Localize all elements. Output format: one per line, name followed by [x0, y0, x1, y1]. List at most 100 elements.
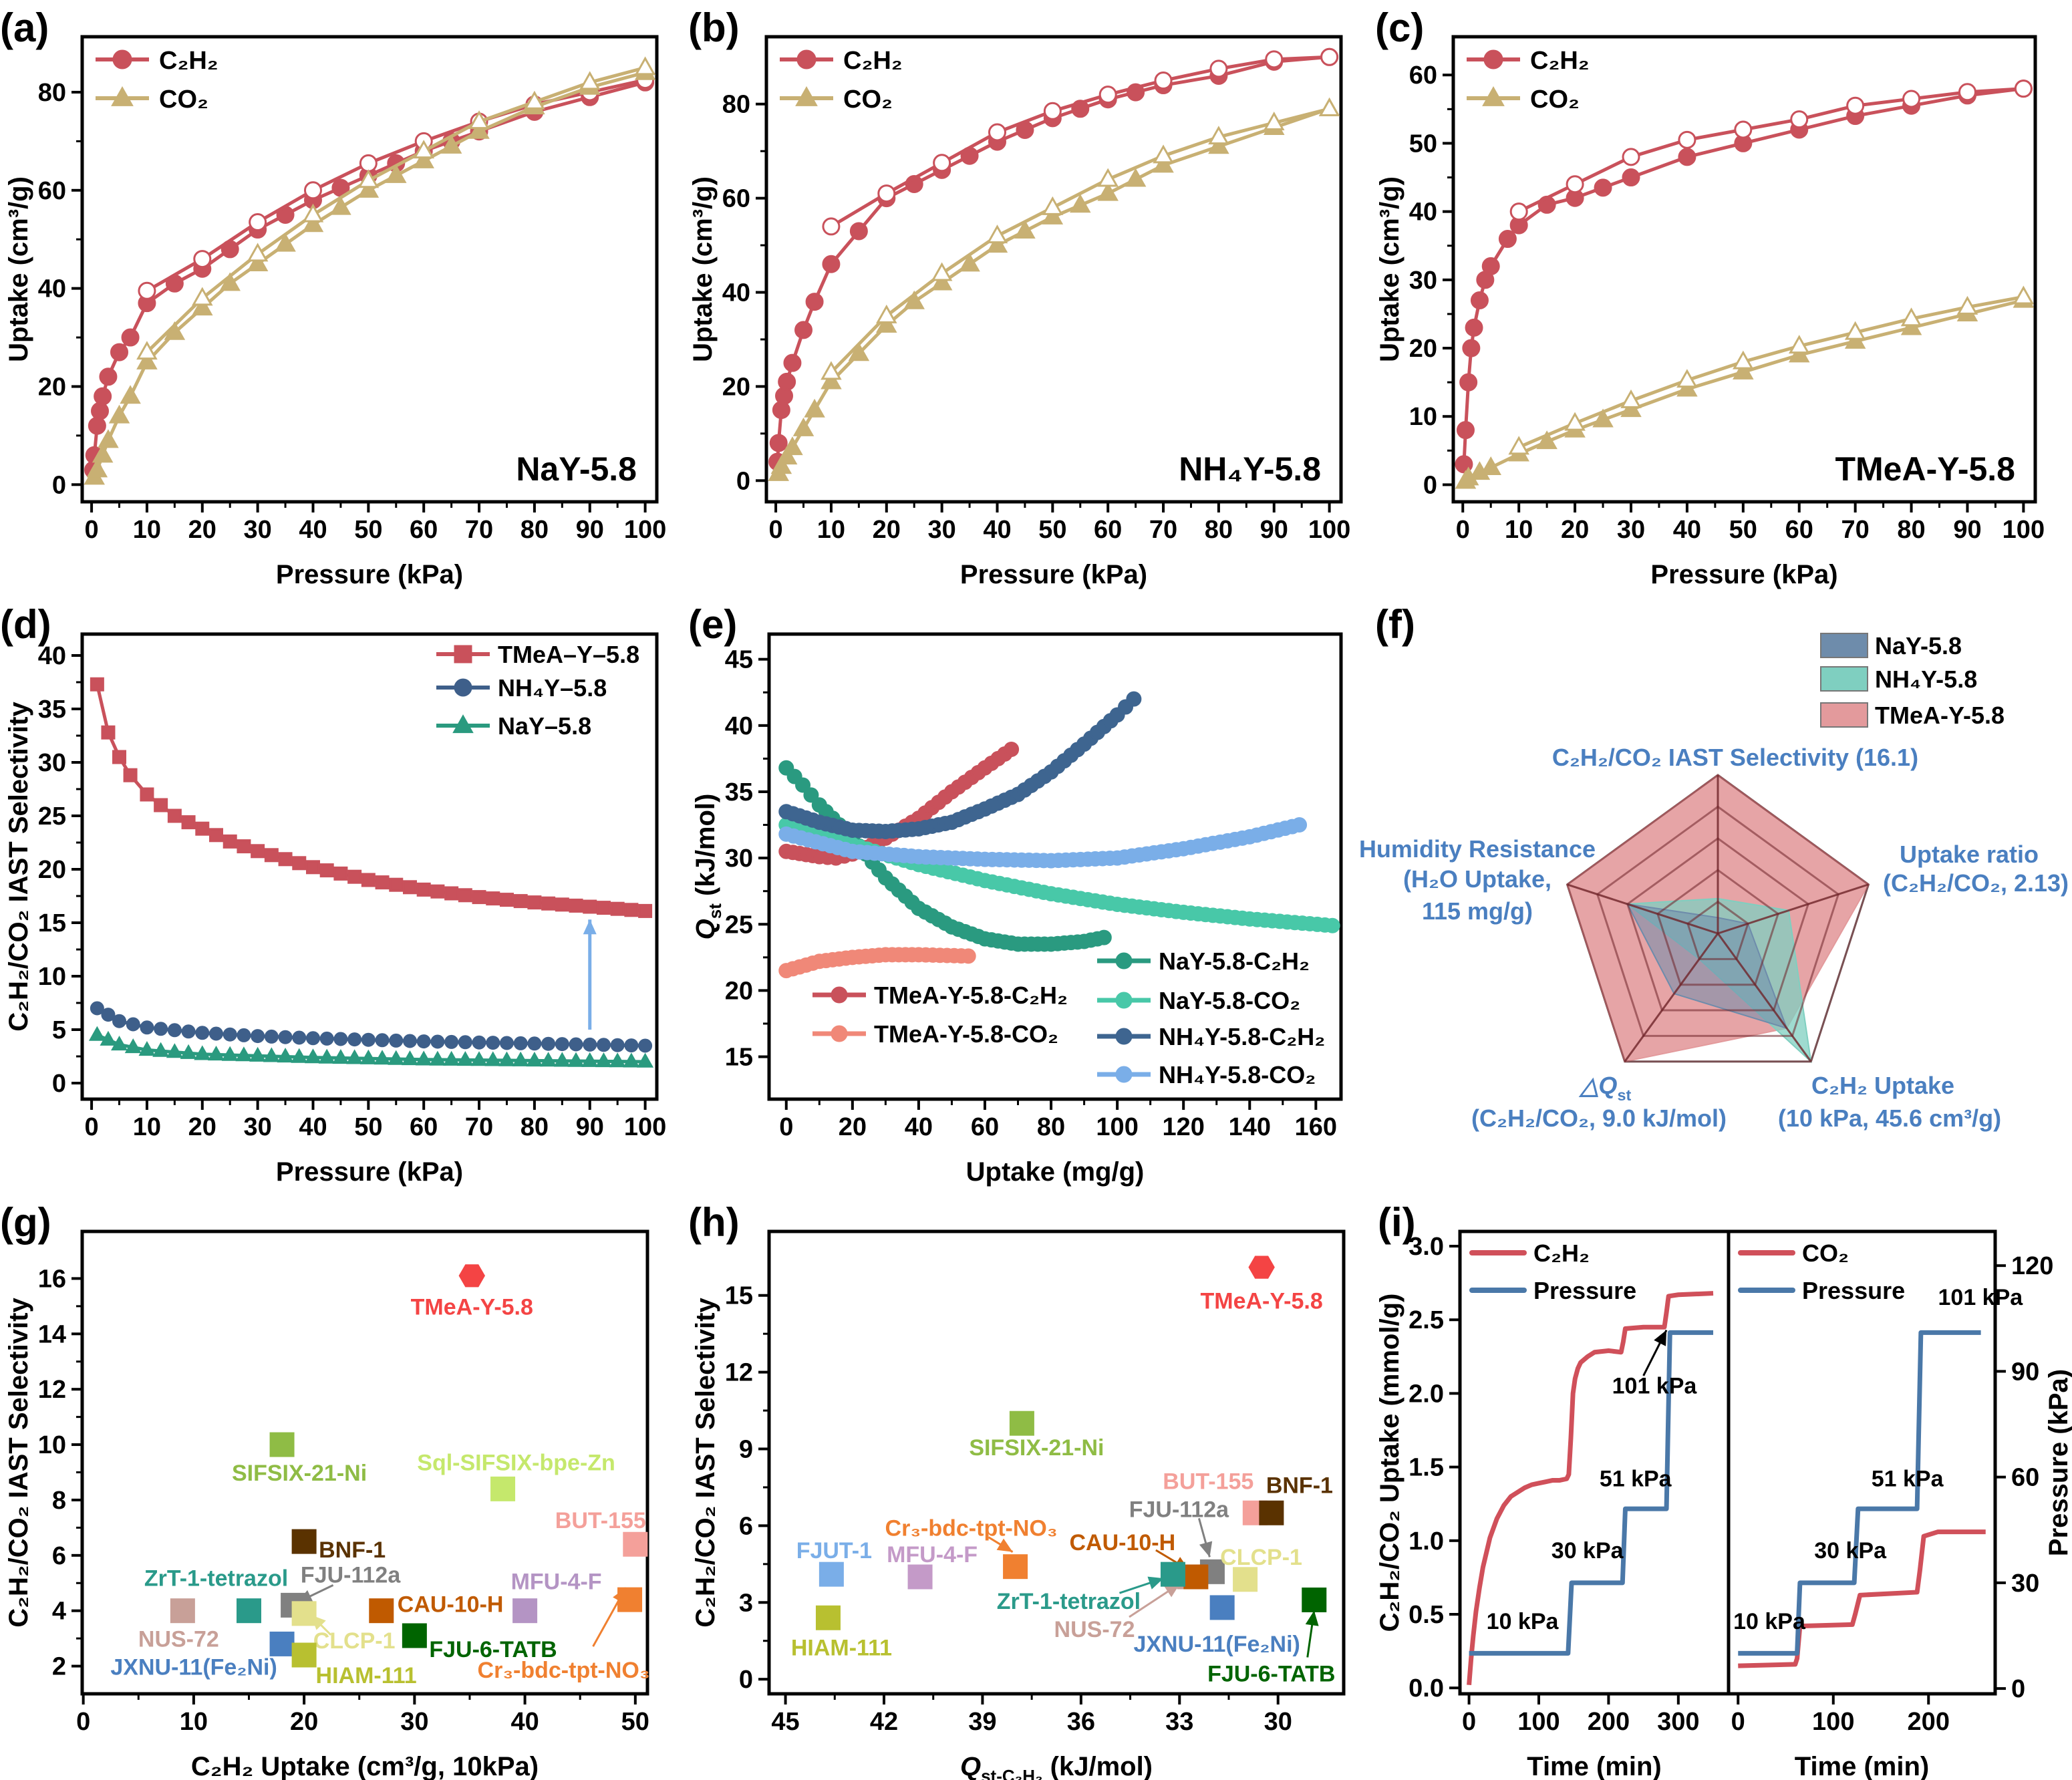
x-tick-label: 100 — [624, 516, 666, 544]
x-axis-title: Qst-C₂H₂ (kJ/mol) — [960, 1752, 1153, 1780]
data-point — [555, 1037, 569, 1052]
x-tick-label: 50 — [1729, 516, 1757, 544]
data-point — [292, 1030, 307, 1045]
legend-item: C₂H₂ — [1469, 1239, 1590, 1267]
series-desorption-desorption — [136, 56, 656, 360]
data-point — [251, 844, 265, 859]
series-TMeA–Y–5.8 — [90, 677, 653, 918]
x-tick-label: 0 — [85, 1113, 99, 1141]
legend-label: CO₂ — [1802, 1239, 1849, 1267]
data-point — [332, 1048, 349, 1064]
panel-letter: (h) — [688, 1200, 740, 1245]
x-tick-label: 90 — [1953, 516, 1981, 544]
data-point — [456, 1050, 474, 1066]
material-point: TMeA-Y-5.8 — [1201, 1255, 1323, 1314]
data-point — [181, 1024, 196, 1039]
y-tick-label: 10 — [1409, 403, 1437, 431]
data-point — [822, 217, 841, 236]
material-label: SIFSIX-21-Ni — [969, 1435, 1104, 1461]
data-point — [1481, 257, 1500, 275]
series-line — [830, 107, 1330, 374]
radar-label-line: (10 kPa, 45.6 cm³/g) — [1778, 1104, 2001, 1132]
x-tick-label: 30 — [1617, 516, 1645, 544]
y-tick-label: 15 — [725, 1282, 753, 1310]
data-point — [330, 196, 351, 215]
data-point — [1788, 343, 1810, 363]
data-point — [357, 169, 380, 188]
radar-label-line: Humidity Resistance — [1359, 835, 1596, 863]
data-point — [513, 894, 528, 909]
legend-item: Pressure — [1469, 1277, 1636, 1304]
y-tick-label: 1.5 — [1409, 1454, 1444, 1482]
material-point: CAU-10-H — [1070, 1530, 1209, 1590]
data-point — [579, 71, 601, 90]
data-point — [769, 434, 788, 452]
legend-swatch — [1820, 666, 1868, 692]
material-point: MFU-4-F — [887, 1542, 978, 1590]
data-point — [180, 1044, 197, 1059]
x-axis-title: Time (min) — [1795, 1752, 1930, 1780]
data-point — [1070, 194, 1091, 213]
data-point — [1209, 1595, 1235, 1620]
x-tick-label: 0 — [85, 516, 99, 544]
legend-marker — [1115, 1066, 1133, 1083]
y-tick-label: 12 — [38, 1376, 66, 1404]
y-axis-title: Qst (kJ/mol) — [691, 794, 725, 940]
data-point — [1790, 110, 1809, 129]
series-C₂H₂-adsorption — [1455, 80, 2033, 474]
data-point — [1620, 389, 1642, 408]
pressure-step-label: 51 kPa — [1600, 1466, 1672, 1491]
legend-item: TMeA–Y–5.8 — [436, 641, 639, 668]
data-point — [223, 1027, 237, 1042]
data-point — [1125, 168, 1147, 187]
pressure-step-label: 101 kPa — [1612, 1373, 1698, 1398]
data-point — [402, 1050, 418, 1066]
data-point — [1097, 182, 1119, 201]
series-desorption-desorption — [1508, 285, 2035, 455]
radar-axis-label: C₂H₂ Uptake (10 kPa, 45.6 cm³/g) — [1778, 1072, 2001, 1132]
material-point: FJU-6-TATB — [1207, 1587, 1335, 1686]
data-point — [776, 446, 798, 465]
data-point — [541, 896, 556, 911]
plot-frame — [764, 35, 1343, 504]
x-tick-label: 60 — [410, 1113, 438, 1141]
data-point — [319, 1031, 334, 1046]
legend-label: NH₄Y-5.8 — [1875, 665, 1977, 693]
data-point — [555, 897, 569, 912]
data-point — [402, 1623, 427, 1648]
material-point: CLCP-1 — [291, 1601, 396, 1654]
radar-label-title: △Qst — [1578, 1072, 1632, 1104]
data-point — [237, 1598, 262, 1624]
legend-marker — [831, 1025, 848, 1042]
data-point — [154, 1022, 168, 1036]
x-tick-label: 100 — [624, 1113, 666, 1141]
radar-axis — [1717, 933, 1812, 1062]
legend-swatch — [1820, 633, 1868, 658]
material-label: MFU-4-F — [511, 1570, 602, 1595]
y-tick-label: 45 — [725, 646, 753, 674]
material-point: FJU-112a — [281, 1562, 401, 1618]
data-point — [498, 1051, 515, 1066]
data-point — [291, 1048, 308, 1063]
x-tick-label: 10 — [180, 1708, 208, 1736]
data-point — [468, 110, 490, 130]
subscript: st-C₂H₂ — [981, 1766, 1042, 1780]
series-line — [1518, 87, 2024, 213]
data-point — [195, 821, 210, 836]
data-point — [167, 1023, 182, 1038]
data-point — [2014, 80, 2033, 98]
legend-marker — [452, 714, 474, 734]
data-point — [195, 1026, 210, 1040]
y-tick-label: 20 — [725, 977, 753, 1005]
x-tick-label: 100 — [1517, 1708, 1560, 1736]
y-tick-label: 30 — [1409, 267, 1437, 295]
pressure-step-label: 10 kPa — [1487, 1609, 1560, 1634]
y2-axis-title: Pressure (kPa) — [2044, 1369, 2072, 1556]
x-axis-title: Time (min) — [1527, 1752, 1662, 1780]
y-tick-label: 8 — [52, 1487, 66, 1515]
data-point — [318, 1048, 335, 1064]
data-point — [1014, 220, 1036, 239]
arrow-head — [1164, 1583, 1181, 1598]
x-tick-label: 40 — [1673, 516, 1701, 544]
material-label: MFU-4-F — [887, 1542, 978, 1568]
